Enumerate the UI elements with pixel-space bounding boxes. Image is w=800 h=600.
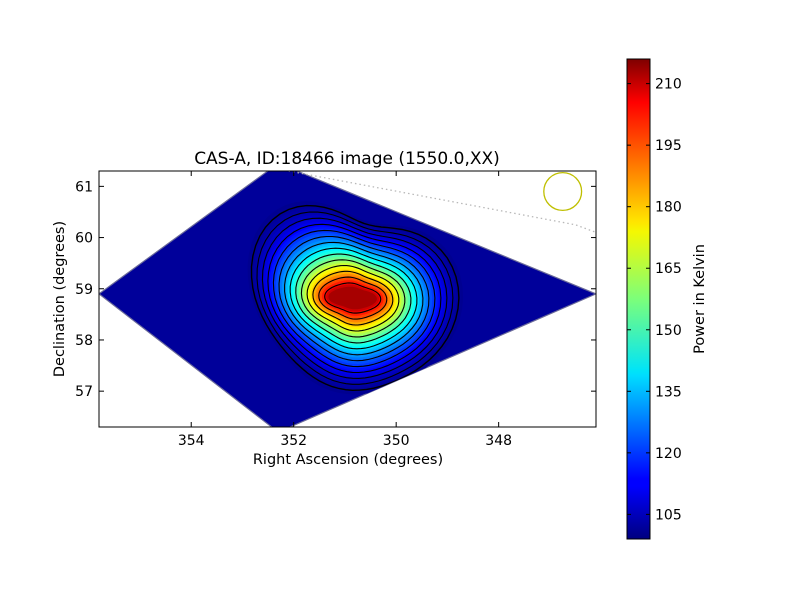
plot-area [98,170,597,428]
colorbar-tick-label: 135 [655,384,682,400]
colorbar-tick-label: 150 [655,323,682,339]
colorbar-label: Power in Kelvin [692,244,708,354]
x-tick-label: 352 [280,433,307,449]
colorbar-ticks: 105 120 135 150 165 180 195 210 [627,77,682,523]
y-tick-label: 57 [75,384,93,400]
contour-line [250,204,460,392]
contour-line [272,229,436,368]
contour-line [278,235,430,362]
colorbar-tick-label: 165 [655,261,682,277]
contour-lines [250,204,460,392]
y-tick-label: 59 [75,282,93,298]
contour-line [300,259,406,338]
heat-level [328,286,377,310]
colorbar-tick-label: 195 [655,138,682,154]
colorbar-tick-label: 180 [655,200,682,216]
colorbar: 105 120 135 150 165 180 195 210 Power in Kelvin [626,58,708,540]
colorbar-tick-label: 105 [655,507,682,523]
y-tick-label: 61 [75,179,93,195]
contour-line [256,211,454,385]
x-tick-label: 354 [178,433,205,449]
x-axis: 354 352 350 348 [178,171,512,449]
contour-line [284,241,424,356]
contour-line [289,247,418,350]
y-tick-label: 58 [75,333,93,349]
y-axis-label: Declination (degrees) [52,221,68,377]
y-axis: 57 58 59 60 61 [75,179,596,400]
beam-circle [543,171,583,212]
contour-line [324,282,382,314]
contour-line [261,217,448,379]
plot-frame [98,170,597,428]
chart-title: CAS-A, ID:18466 image (1550.0,XX) [194,149,500,169]
y-tick-label: 60 [75,231,93,247]
colorbar-gradient [626,58,651,540]
colorbar-tick-label: 120 [655,446,682,462]
colorbar-tick-label: 210 [655,77,682,93]
x-tick-label: 348 [485,433,512,449]
x-tick-label: 350 [383,433,410,449]
contour-line [318,276,388,320]
contour-line [306,264,400,332]
x-axis-label: Right Ascension (degrees) [253,452,443,468]
contour-line [295,253,412,344]
contour-line [312,270,394,326]
dotted-track [288,171,596,234]
contour-line [267,223,442,374]
